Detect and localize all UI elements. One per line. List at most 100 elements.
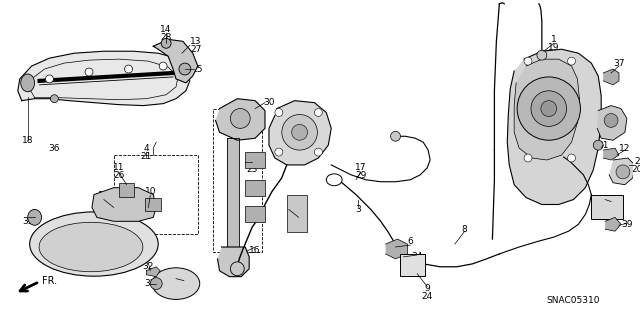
Polygon shape (603, 69, 619, 85)
Text: 29: 29 (355, 171, 367, 180)
Bar (118, 183, 134, 197)
Text: 23: 23 (246, 165, 258, 174)
Bar (287, 195, 307, 232)
Text: 36: 36 (293, 217, 305, 226)
Polygon shape (153, 39, 198, 83)
Polygon shape (227, 138, 239, 247)
Text: FR.: FR. (42, 276, 57, 286)
Circle shape (568, 154, 575, 162)
Polygon shape (218, 247, 249, 277)
Circle shape (541, 101, 557, 116)
Text: 21: 21 (141, 152, 152, 160)
Text: 14: 14 (161, 25, 172, 34)
Circle shape (275, 148, 283, 156)
Circle shape (568, 57, 575, 65)
Text: 35: 35 (145, 279, 156, 288)
Text: 12: 12 (620, 144, 630, 152)
Circle shape (159, 62, 167, 70)
Text: 11: 11 (113, 163, 124, 172)
Text: 5: 5 (181, 274, 187, 283)
Circle shape (161, 38, 171, 48)
Text: 31: 31 (597, 141, 609, 150)
Text: 16: 16 (250, 247, 261, 256)
Polygon shape (147, 267, 160, 277)
Ellipse shape (20, 74, 35, 92)
Polygon shape (508, 49, 601, 204)
Polygon shape (514, 59, 579, 160)
Bar (245, 180, 265, 196)
Text: 1: 1 (551, 35, 557, 44)
Text: 20: 20 (631, 165, 640, 174)
Text: 26: 26 (113, 171, 124, 180)
Text: 33: 33 (22, 217, 33, 226)
Text: 2: 2 (634, 158, 639, 167)
Circle shape (593, 140, 603, 150)
Ellipse shape (152, 268, 200, 300)
Ellipse shape (28, 210, 42, 225)
Circle shape (531, 91, 566, 126)
Circle shape (230, 262, 244, 276)
Text: 8: 8 (462, 225, 468, 234)
Bar (591, 195, 623, 219)
Ellipse shape (29, 212, 158, 276)
Text: 28: 28 (161, 33, 172, 42)
Polygon shape (386, 239, 408, 259)
Circle shape (517, 77, 580, 140)
Text: 30: 30 (263, 98, 275, 107)
Text: 17: 17 (355, 163, 367, 172)
Polygon shape (597, 106, 627, 140)
Text: 39: 39 (621, 220, 633, 229)
Text: 9: 9 (424, 284, 430, 293)
Circle shape (282, 115, 317, 150)
Circle shape (616, 165, 630, 179)
Text: 38: 38 (605, 195, 617, 204)
Text: 27: 27 (190, 45, 202, 54)
Text: 13: 13 (190, 37, 202, 46)
Circle shape (314, 108, 323, 116)
Circle shape (292, 124, 307, 140)
Circle shape (85, 68, 93, 76)
Text: 25: 25 (145, 195, 156, 204)
Text: 6: 6 (408, 237, 413, 246)
Polygon shape (269, 101, 332, 165)
Bar (145, 197, 161, 211)
Circle shape (45, 75, 53, 83)
Circle shape (537, 50, 547, 60)
Bar (114, 155, 198, 234)
Text: 36: 36 (49, 144, 60, 152)
Text: 18: 18 (22, 136, 33, 145)
Polygon shape (605, 217, 621, 231)
Circle shape (314, 148, 323, 156)
Bar (245, 206, 265, 222)
Text: 32: 32 (143, 262, 154, 271)
Polygon shape (92, 188, 156, 221)
Circle shape (604, 114, 618, 127)
Circle shape (524, 154, 532, 162)
Polygon shape (216, 99, 265, 140)
Text: 26: 26 (98, 199, 109, 208)
Text: 4: 4 (143, 144, 149, 152)
Polygon shape (603, 148, 619, 160)
Ellipse shape (39, 222, 143, 272)
Bar (401, 254, 425, 276)
Ellipse shape (326, 174, 342, 186)
Polygon shape (609, 158, 635, 185)
Text: 19: 19 (548, 43, 559, 52)
Text: SNAC05310: SNAC05310 (547, 296, 600, 305)
Circle shape (150, 278, 162, 290)
Polygon shape (18, 51, 190, 106)
Circle shape (275, 108, 283, 116)
Text: 10: 10 (145, 187, 156, 196)
Text: 24: 24 (422, 292, 433, 301)
Circle shape (230, 108, 250, 128)
Text: 34: 34 (412, 252, 423, 261)
Bar (245, 152, 265, 168)
Text: 22: 22 (179, 282, 189, 291)
Text: 7: 7 (249, 158, 255, 167)
Text: 3: 3 (355, 205, 361, 214)
Circle shape (51, 95, 58, 103)
Circle shape (524, 57, 532, 65)
Circle shape (390, 131, 401, 141)
Circle shape (179, 63, 191, 75)
Text: 15: 15 (192, 64, 204, 73)
